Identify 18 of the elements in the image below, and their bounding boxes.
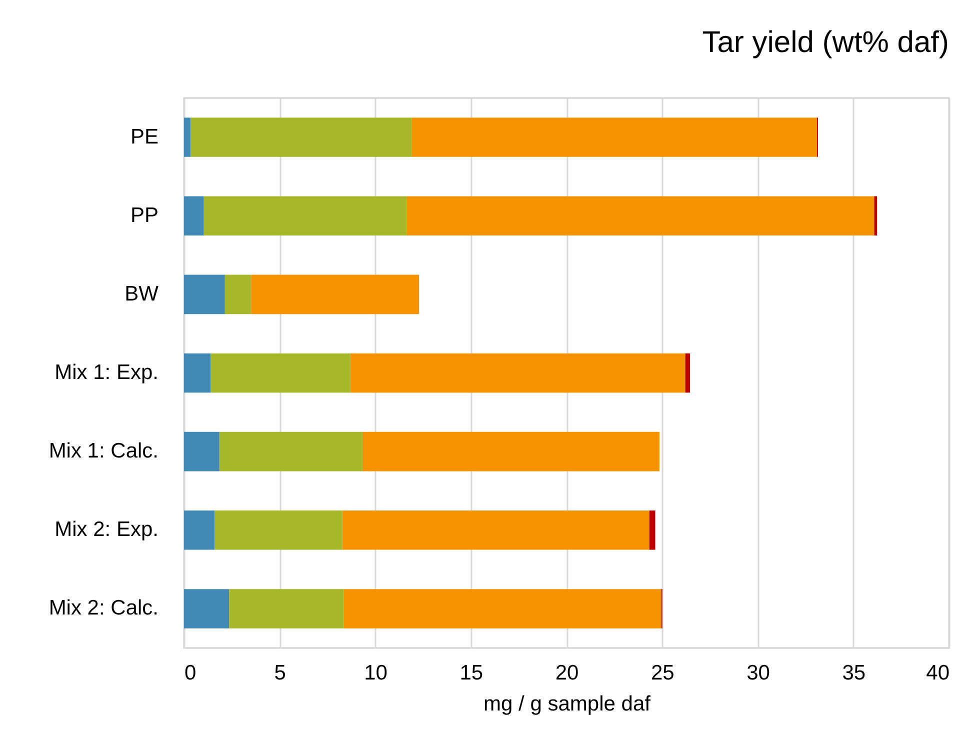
x-tick-label: 5 bbox=[274, 662, 286, 684]
x-tick-label: 10 bbox=[364, 662, 388, 684]
x-axis-title: mg / g sample daf bbox=[484, 692, 651, 716]
chart-title: Tar yield (wt% daf) bbox=[702, 26, 949, 59]
x-tick-label: 15 bbox=[460, 662, 484, 684]
y-tick-label: Mix 1: Exp. bbox=[54, 361, 158, 384]
x-tick-label: 30 bbox=[746, 662, 770, 684]
x-tick-label: 40 bbox=[926, 662, 950, 684]
x-tick-label: 25 bbox=[650, 662, 674, 684]
y-tick-label: Mix 2: Calc. bbox=[48, 596, 158, 620]
y-tick-label: PP bbox=[130, 204, 158, 227]
y-tick-label: Mix 1: Calc. bbox=[48, 440, 158, 463]
y-tick-label: BW bbox=[124, 282, 159, 306]
y-tick-label: PE bbox=[130, 125, 158, 148]
y-tick-label: Mix 2: Exp. bbox=[54, 518, 158, 542]
x-tick-label: 20 bbox=[555, 662, 579, 684]
x-tick-label: 0 bbox=[184, 662, 196, 684]
x-tick-label: 35 bbox=[842, 662, 866, 684]
